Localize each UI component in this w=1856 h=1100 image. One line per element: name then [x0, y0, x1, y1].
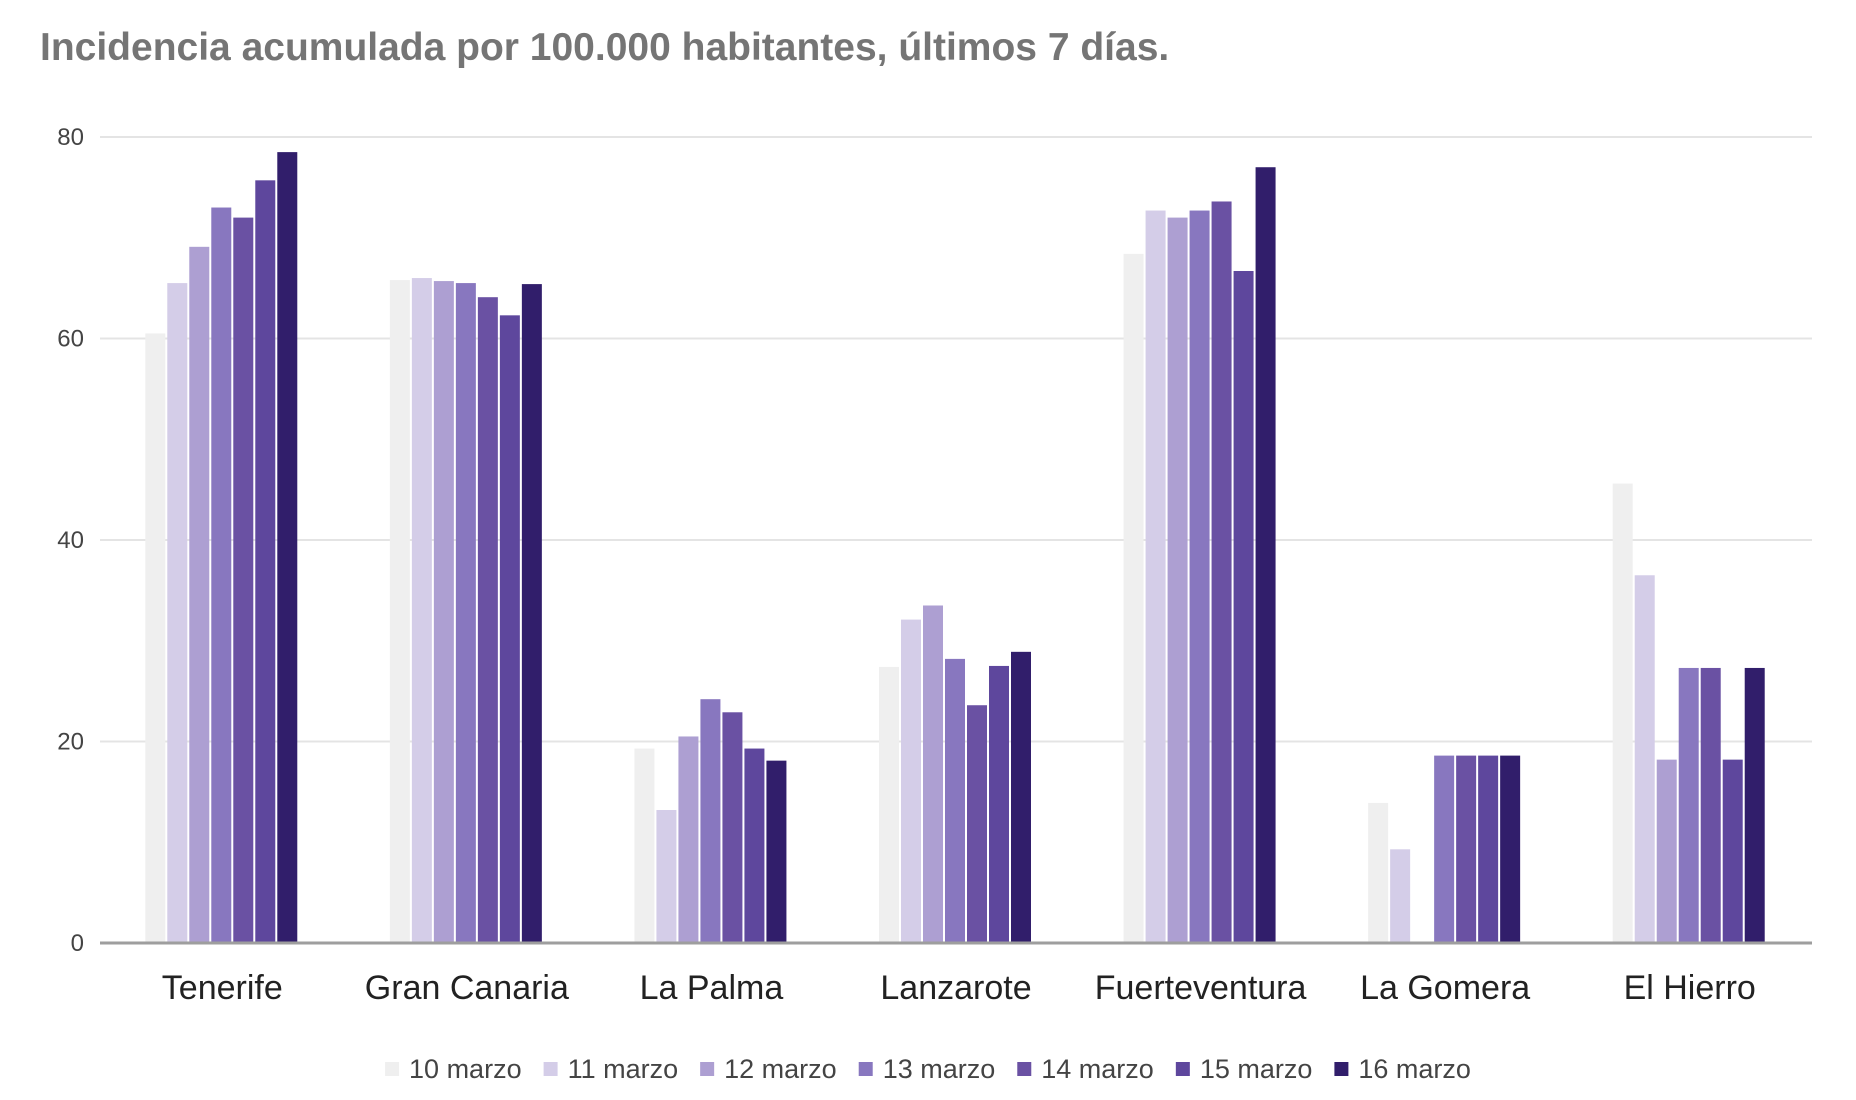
- x-tick-label: La Gomera: [1360, 969, 1530, 1007]
- legend-label: 16 marzo: [1358, 1054, 1471, 1084]
- bar: [923, 605, 943, 943]
- bar: [901, 619, 921, 943]
- bar: [989, 665, 1009, 943]
- bar: [1390, 849, 1411, 943]
- bar: [1211, 201, 1232, 944]
- bar: [879, 666, 899, 943]
- x-axis-ticks: Tenerife Gran Canaria La Palma Lanzarote Fue…: [162, 969, 1756, 1007]
- bar: [1500, 755, 1521, 943]
- legend-swatch: [1017, 1062, 1032, 1076]
- bar: [1700, 667, 1721, 943]
- x-tick-label: Lanzarote: [880, 969, 1031, 1007]
- bar: [1255, 167, 1276, 944]
- chart-title: Incidencia acumulada por 100.000 habitan…: [40, 26, 1170, 69]
- bar: [1744, 667, 1765, 943]
- bar: [1233, 270, 1254, 943]
- y-axis-ticks: 0 20 40 60 80: [57, 124, 84, 957]
- legend-swatch: [700, 1062, 715, 1076]
- y-tick-label: 0: [71, 930, 84, 957]
- bar: [700, 699, 721, 943]
- bar: [1678, 667, 1699, 943]
- bar: [411, 278, 432, 943]
- bar: [455, 283, 476, 943]
- bar: [1145, 210, 1166, 944]
- bar: [634, 748, 655, 943]
- bar: [1368, 802, 1389, 943]
- legend-label: 14 marzo: [1041, 1054, 1154, 1084]
- bar-group: [1123, 167, 1276, 944]
- bar: [211, 207, 232, 943]
- bar: [1123, 253, 1144, 943]
- legend: 10 marzo 11 marzo 12 marzo 13 marzo 14 marzo…: [385, 1054, 1471, 1084]
- legend-label: 11 marzo: [568, 1054, 679, 1084]
- bar: [1722, 759, 1743, 943]
- legend-swatch: [1175, 1062, 1190, 1076]
- bar: [766, 760, 787, 943]
- bar: [945, 658, 965, 943]
- legend-swatch: [543, 1062, 558, 1076]
- legend-swatch: [858, 1062, 873, 1076]
- bar: [477, 297, 498, 943]
- bar: [145, 333, 166, 943]
- legend-label: 10 marzo: [409, 1054, 522, 1084]
- bar-group: [145, 152, 298, 944]
- bar: [433, 281, 454, 943]
- bar-group: [634, 699, 787, 943]
- y-tick-label: 80: [57, 124, 84, 151]
- bar-group: [1368, 755, 1521, 943]
- y-tick-label: 20: [57, 729, 84, 756]
- x-tick-label: Tenerife: [162, 969, 283, 1007]
- bar: [167, 283, 188, 943]
- legend-label: 12 marzo: [724, 1054, 837, 1084]
- bar: [1634, 575, 1655, 943]
- bar: [1656, 759, 1677, 943]
- bar: [1478, 755, 1499, 943]
- bar: [678, 736, 699, 943]
- bar: [1167, 217, 1188, 944]
- x-tick-label: Fuerteventura: [1095, 969, 1307, 1007]
- x-tick-label: La Palma: [640, 969, 784, 1007]
- bar-group: [389, 278, 542, 944]
- legend-swatch: [1334, 1062, 1349, 1076]
- x-tick-label: El Hierro: [1624, 969, 1756, 1007]
- bar: [744, 748, 765, 943]
- bar-group: [879, 605, 1031, 943]
- bar: [656, 810, 677, 943]
- x-tick-label: Gran Canaria: [365, 969, 569, 1007]
- bar: [277, 152, 298, 944]
- gridlines: [100, 136, 1812, 743]
- bar: [189, 246, 210, 943]
- bar: [521, 284, 542, 944]
- bar: [1612, 483, 1633, 943]
- bar: [499, 315, 520, 943]
- bar: [967, 705, 987, 943]
- legend-label: 13 marzo: [883, 1054, 996, 1084]
- bar: [1011, 651, 1031, 943]
- bar: [1456, 755, 1477, 943]
- y-tick-label: 40: [57, 527, 84, 554]
- legend-label: 15 marzo: [1200, 1054, 1313, 1084]
- bar: [722, 712, 743, 943]
- bar: [389, 280, 410, 943]
- legend-swatch: [385, 1062, 400, 1076]
- bar: [1434, 755, 1455, 943]
- bars: [145, 152, 1765, 944]
- bar: [255, 180, 276, 943]
- bar-group: [1612, 483, 1765, 943]
- bar: [233, 217, 254, 944]
- y-tick-label: 60: [57, 326, 84, 353]
- bar: [1189, 210, 1210, 944]
